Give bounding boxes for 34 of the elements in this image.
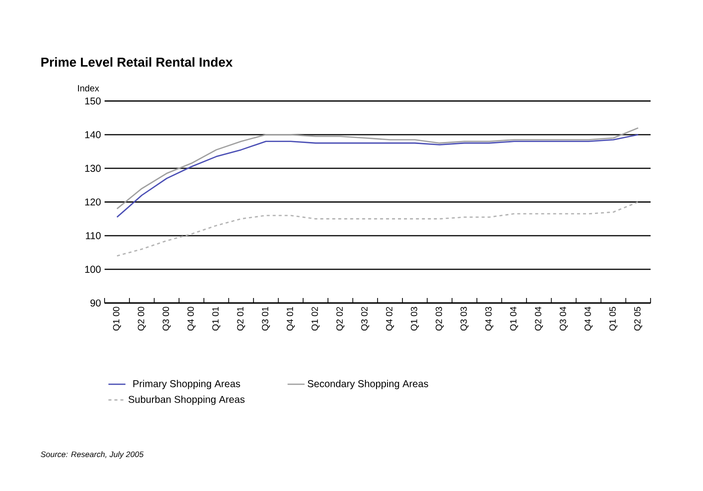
x-tick-label: Q1 00 <box>113 306 121 331</box>
x-tick-label: Q1 04 <box>510 306 518 331</box>
x-tick-label: Q3 03 <box>460 306 468 331</box>
x-tick-label: Q1 05 <box>609 306 618 331</box>
x-tick-label: Q2 04 <box>534 306 543 331</box>
x-tick-label: Q4 00 <box>187 306 196 331</box>
x-tick-label: Q1 02 <box>312 306 320 331</box>
legend-label: Primary Shopping Areas <box>133 380 240 390</box>
x-tick-label: Q4 03 <box>485 306 494 331</box>
y-tick-label: 100 <box>85 266 101 273</box>
x-tick-label: Q4 04 <box>584 306 593 331</box>
x-tick-label: Q2 01 <box>237 306 246 331</box>
x-tick-label: Q3 04 <box>560 306 568 331</box>
x-tick-label: Q4 01 <box>286 306 295 331</box>
y-tick-label: 150 <box>85 97 101 105</box>
x-tick-label: Q1 03 <box>410 306 419 331</box>
x-tick-label: Q2 03 <box>436 306 444 331</box>
chart-title: Prime Level Retail Rental Index <box>41 57 233 67</box>
x-tick-label: Q1 01 <box>212 306 220 331</box>
x-tick-label: Q4 02 <box>386 306 394 331</box>
x-tick-label: Q2 00 <box>138 306 146 331</box>
y-axis-title: Index <box>78 84 100 92</box>
y-tick-label: 90 <box>90 299 101 307</box>
y-tick-label: 110 <box>86 232 101 240</box>
x-tick-label: Q2 02 <box>336 306 344 331</box>
y-tick-label: 140 <box>85 131 101 138</box>
legend-label: Secondary Shopping Areas <box>308 380 428 390</box>
x-tick-label: Q3 02 <box>361 306 370 331</box>
x-tick-label: Q3 01 <box>262 306 270 331</box>
y-tick-label: 120 <box>85 198 101 206</box>
x-tick-label: Q3 00 <box>162 306 171 331</box>
y-tick-label: 130 <box>85 164 101 172</box>
x-tick-label: Q2 05 <box>634 306 642 331</box>
legend-label: Suburban Shopping Areas <box>128 396 245 405</box>
